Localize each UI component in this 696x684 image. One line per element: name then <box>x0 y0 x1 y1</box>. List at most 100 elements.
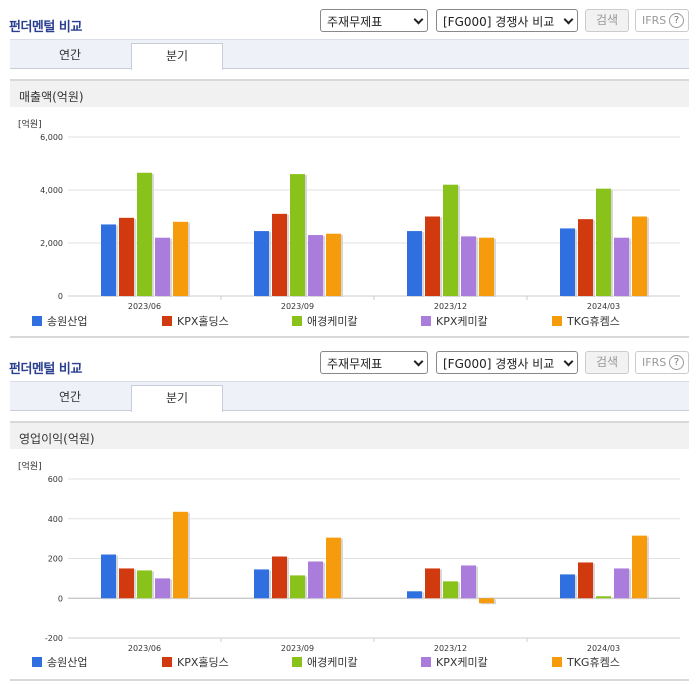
bar <box>479 598 494 604</box>
chevron-down-icon <box>563 356 574 367</box>
help-icon[interactable]: ? <box>669 355 684 370</box>
legend-swatch <box>162 657 172 667</box>
bar-chart-svg: [억원] -200 0 200 400 600 2023/06 2023/09 2023/12 2… <box>18 460 680 669</box>
legend-label: KPX케미칼 <box>436 315 488 328</box>
statement-select-value: 주재무제표 <box>327 15 383 29</box>
panel-header: 펀더멘털 비교 주재무제표 [FG000] 경쟁사 비교 검색 IFRS? <box>0 350 696 380</box>
search-button[interactable]: 검색 <box>585 351 629 374</box>
legend-label: KPX케미칼 <box>436 656 488 669</box>
legend-swatch <box>552 316 562 326</box>
revenue-chart: [억원] 0 2,000 4,000 6,000 2023/06 2023/09 2023/1… <box>10 110 689 335</box>
tab-quarterly[interactable]: 분기 <box>131 43 223 70</box>
operating-profit-chart: [억원] -200 0 200 400 600 2023/06 2023/09 2023/12 2… <box>10 452 689 678</box>
y-tick-label: 6,000 <box>40 133 63 142</box>
statement-select[interactable]: 주재무제표 <box>320 9 428 32</box>
legend-swatch <box>292 657 302 667</box>
bar <box>119 217 134 296</box>
legend-swatch <box>162 316 172 326</box>
x-tick-label: 2023/09 <box>281 302 314 311</box>
section-title: 영업이익(억원) <box>10 421 689 449</box>
bar <box>326 233 341 296</box>
bar <box>101 554 116 599</box>
chevron-down-icon <box>413 356 424 367</box>
ifrs-button[interactable]: IFRS? <box>635 9 689 32</box>
chevron-down-icon <box>563 14 574 25</box>
bar <box>407 591 422 599</box>
legend-label: 송원산업 <box>47 315 87 328</box>
y-tick-label: 400 <box>48 515 63 524</box>
x-tick-label: 2023/12 <box>434 302 467 311</box>
x-tick-label: 2024/03 <box>587 302 620 311</box>
peer-select-value: [FG000] 경쟁사 비교 <box>443 357 555 371</box>
bar <box>425 568 440 599</box>
bar <box>308 235 323 296</box>
panel-title: 펀더멘털 비교 <box>9 20 82 35</box>
divider <box>10 679 689 681</box>
y-tick-label: 4,000 <box>40 186 63 195</box>
bar <box>479 237 494 296</box>
legend-label: 애경케미칼 <box>307 315 358 328</box>
bar <box>173 221 188 296</box>
peer-select[interactable]: [FG000] 경쟁사 비교 <box>436 351 578 374</box>
bar <box>119 568 134 599</box>
bar <box>173 511 188 599</box>
panel-header: 펀더멘털 비교 주재무제표 [FG000] 경쟁사 비교 검색 IFRS? <box>0 8 696 38</box>
period-tabs: 연간 분기 <box>10 381 689 412</box>
bar-chart-svg: [억원] 0 2,000 4,000 6,000 2023/06 2023/09 2023/1… <box>18 118 680 328</box>
legend-label: TKG휴켐스 <box>566 656 620 669</box>
y-tick-label: 200 <box>48 555 63 564</box>
bar <box>290 575 305 599</box>
bar <box>596 188 611 296</box>
legend-swatch <box>421 316 431 326</box>
bar <box>614 237 629 296</box>
bar <box>308 561 323 599</box>
legend-label: KPX홀딩스 <box>177 315 229 328</box>
period-tabs: 연간 분기 <box>10 39 689 70</box>
bar <box>443 184 458 296</box>
ifrs-label: IFRS <box>642 14 667 27</box>
tab-quarterly[interactable]: 분기 <box>131 385 223 412</box>
bar <box>272 556 287 599</box>
bar <box>578 562 593 599</box>
bar <box>632 216 647 296</box>
x-tick-label: 2023/06 <box>128 644 161 653</box>
chevron-down-icon <box>413 14 424 25</box>
bar <box>632 535 647 599</box>
bar <box>614 568 629 599</box>
legend-swatch <box>421 657 431 667</box>
ifrs-label: IFRS <box>642 356 667 369</box>
bar <box>290 174 305 296</box>
search-button[interactable]: 검색 <box>585 9 629 32</box>
x-tick-label: 2023/06 <box>128 302 161 311</box>
peer-select-value: [FG000] 경쟁사 비교 <box>443 15 555 29</box>
x-tick-label: 2023/09 <box>281 644 314 653</box>
legend-label: KPX홀딩스 <box>177 656 229 669</box>
y-tick-label: 600 <box>48 475 63 484</box>
bar <box>137 570 152 599</box>
bar <box>425 216 440 296</box>
help-icon[interactable]: ? <box>669 13 684 28</box>
bar <box>254 569 269 599</box>
bar <box>137 172 152 296</box>
y-tick-label: 0 <box>58 292 63 301</box>
peer-select[interactable]: [FG000] 경쟁사 비교 <box>436 9 578 32</box>
bar <box>443 581 458 599</box>
ifrs-button[interactable]: IFRS? <box>635 351 689 374</box>
statement-select[interactable]: 주재무제표 <box>320 351 428 374</box>
bar <box>272 213 287 296</box>
divider <box>10 336 689 338</box>
statement-select-value: 주재무제표 <box>327 357 383 371</box>
legend-swatch <box>292 316 302 326</box>
panel-title: 펀더멘털 비교 <box>9 362 82 377</box>
tab-annual[interactable]: 연간 <box>58 390 82 404</box>
legend-swatch <box>552 657 562 667</box>
unit-label: [억원] <box>18 460 42 472</box>
bar <box>155 578 170 599</box>
bar <box>407 231 422 296</box>
tab-annual[interactable]: 연간 <box>58 48 82 62</box>
bar <box>560 228 575 296</box>
legend-label: TKG휴켐스 <box>566 315 620 328</box>
legend-label: 애경케미칼 <box>307 656 358 669</box>
legend-swatch <box>32 657 42 667</box>
unit-label: [억원] <box>18 118 42 130</box>
